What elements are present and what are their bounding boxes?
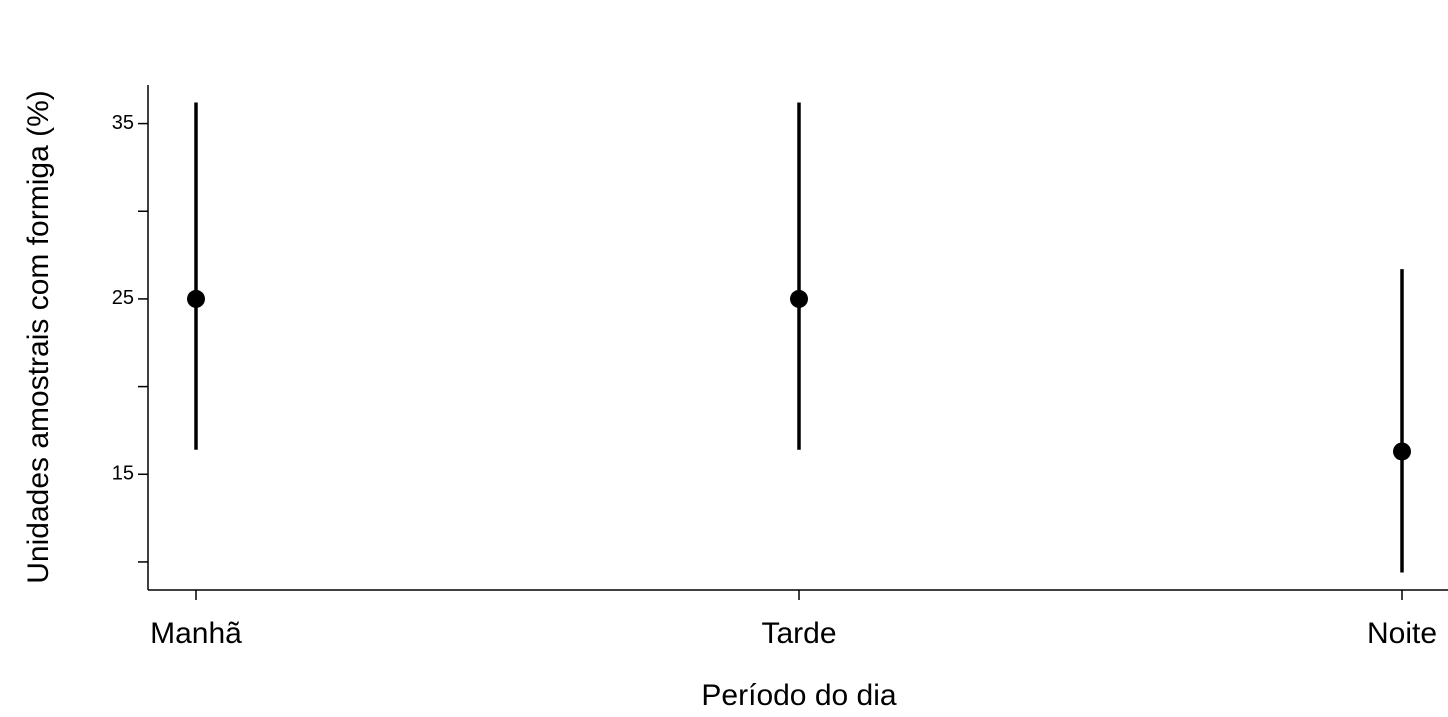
x-tick-label: Tarde	[761, 617, 836, 650]
x-axis-label: Período do dia	[701, 679, 896, 712]
point	[790, 289, 808, 308]
point	[187, 289, 205, 308]
y-tick-label: 15	[112, 463, 134, 485]
x-tick-label: Noite	[1367, 617, 1437, 650]
y-tick-label: 25	[112, 287, 134, 309]
y-axis-label: Unidades amostrais com formiga (%)	[22, 90, 55, 584]
x-tick-label: Manhã	[150, 617, 242, 650]
y-tick-label: 35	[112, 112, 134, 134]
point	[1393, 442, 1411, 461]
